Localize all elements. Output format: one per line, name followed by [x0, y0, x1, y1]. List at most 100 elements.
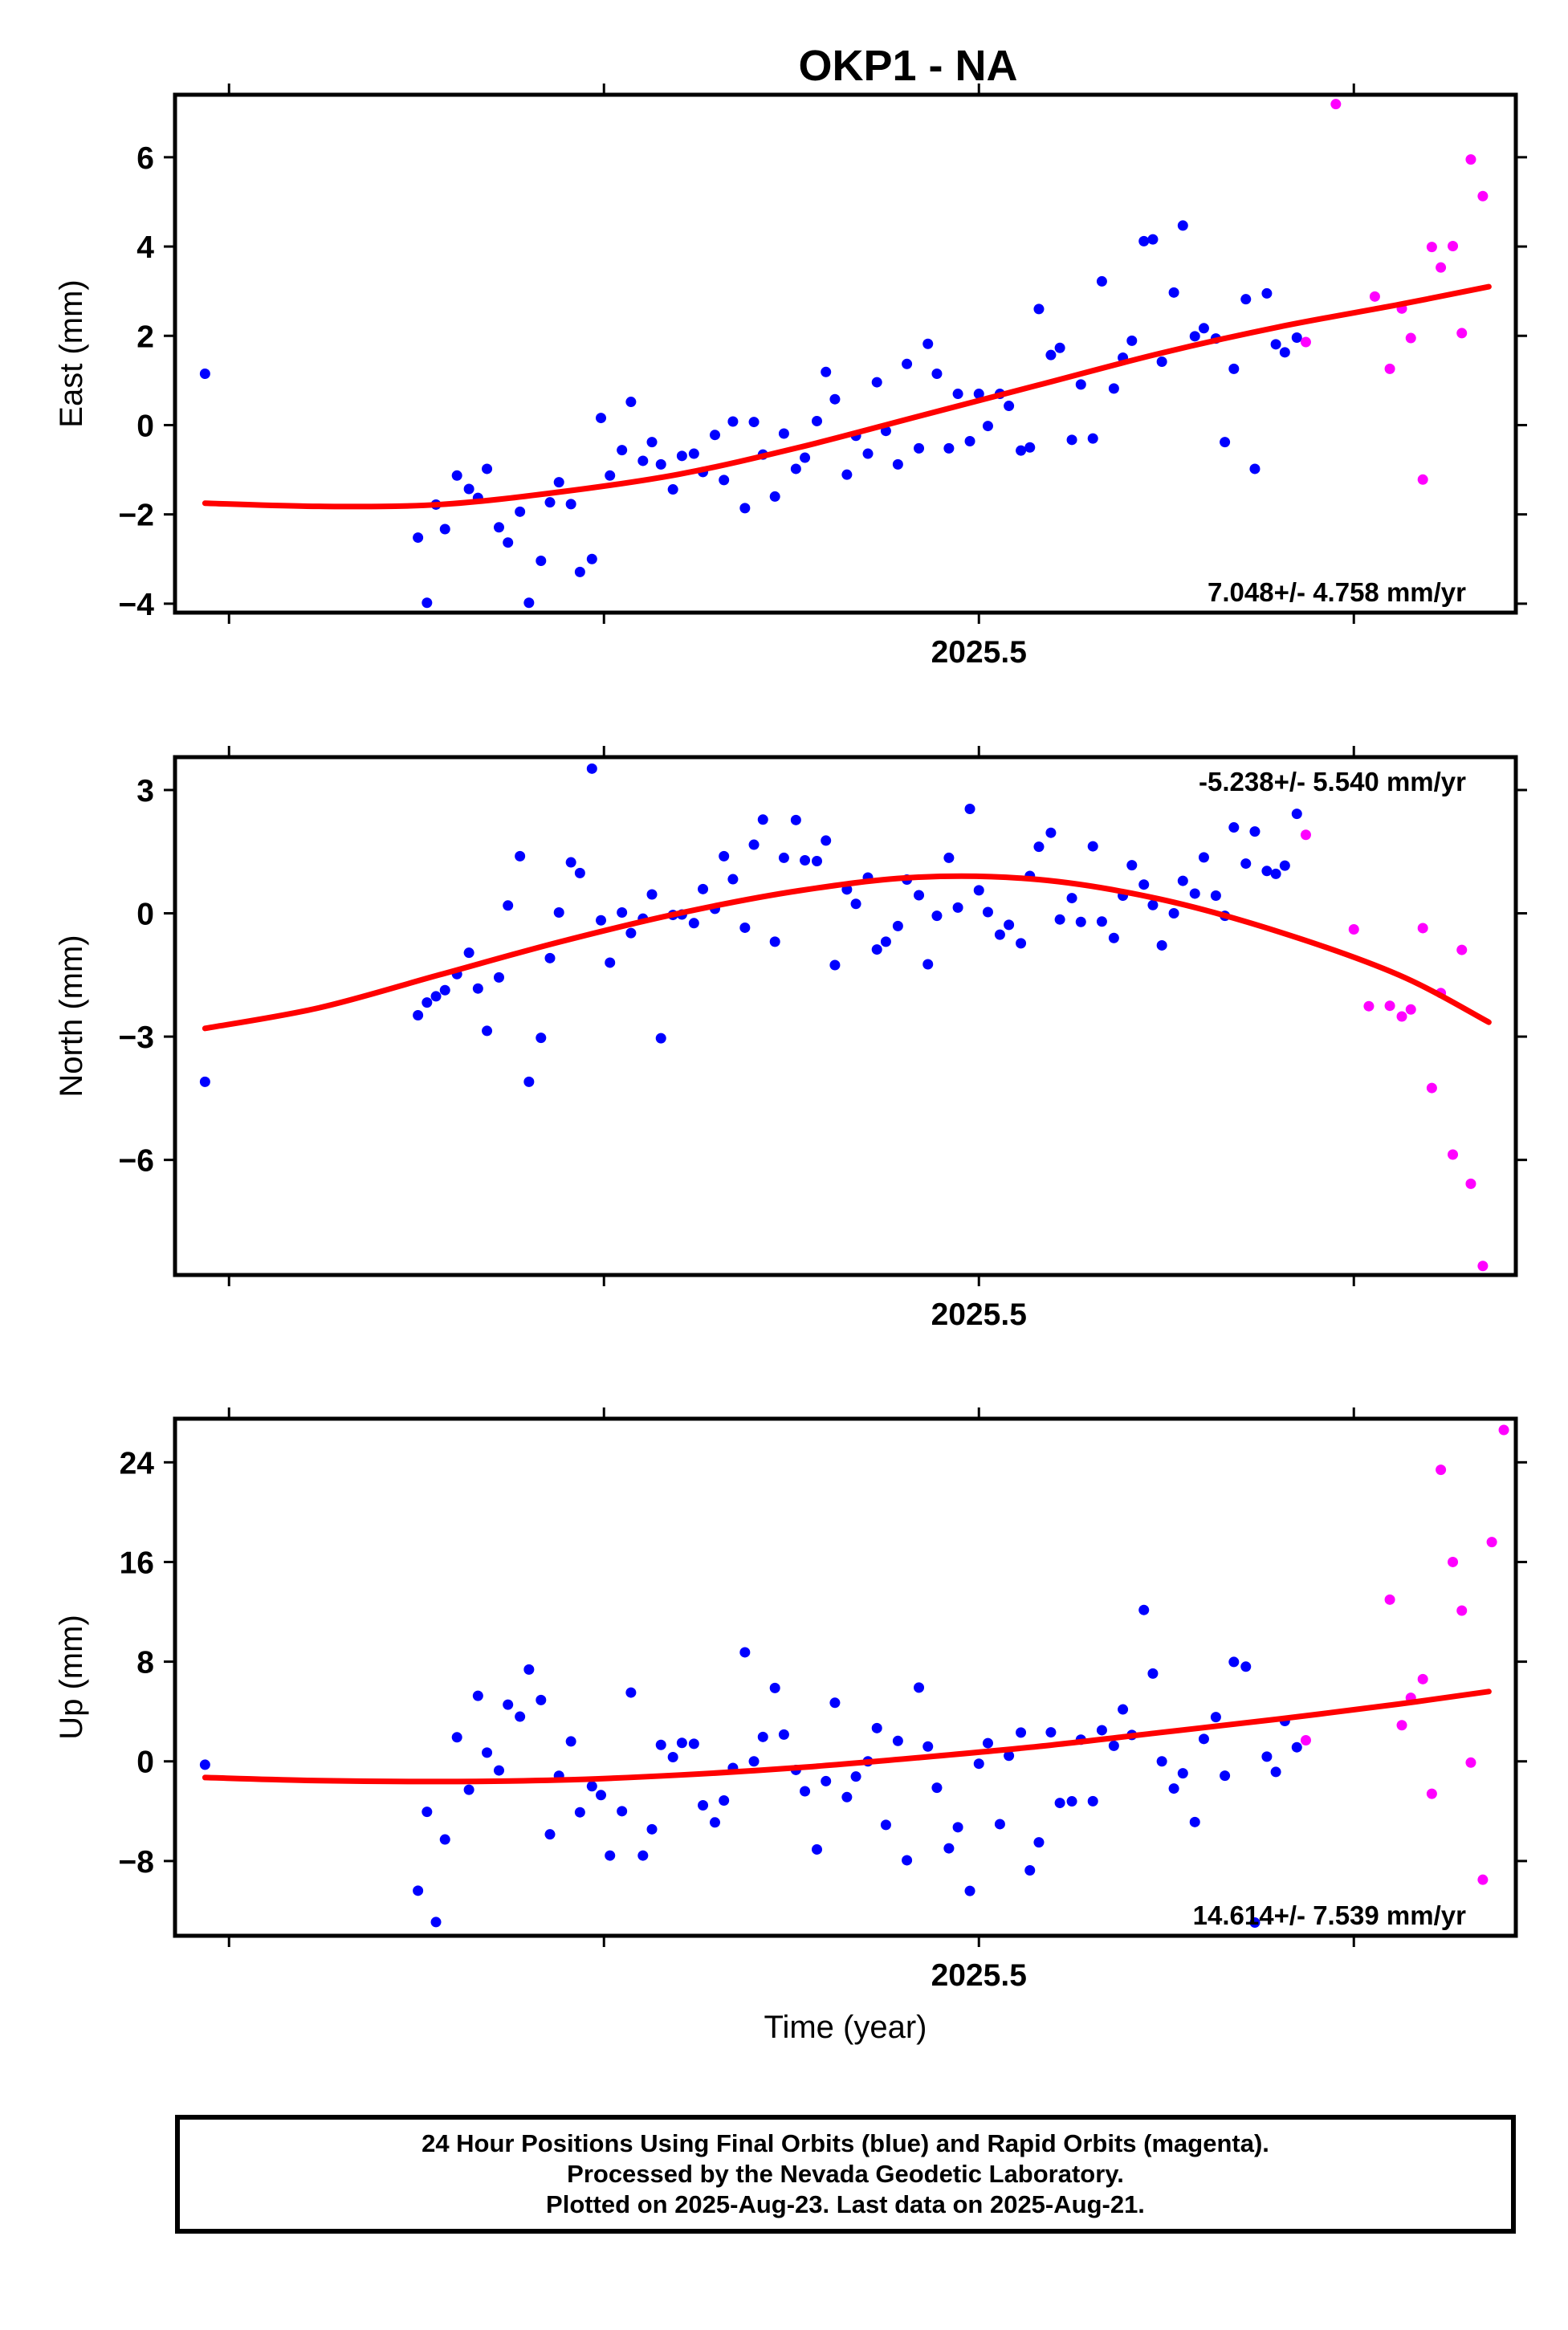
- final-point: [1279, 860, 1290, 871]
- final-point: [778, 428, 789, 439]
- final-point: [757, 814, 768, 825]
- final-point: [503, 900, 514, 911]
- final-point: [757, 1731, 768, 1742]
- final-point: [841, 469, 853, 480]
- final-point: [982, 1737, 993, 1749]
- final-point: [646, 1823, 658, 1835]
- final-point: [931, 910, 943, 922]
- rapid-point: [1363, 1000, 1375, 1012]
- x-tick-label: 2025.5: [931, 1958, 1027, 1993]
- final-point: [1108, 383, 1119, 394]
- final-point: [688, 918, 699, 929]
- final-point: [778, 1729, 789, 1740]
- final-point: [1168, 908, 1179, 919]
- final-point: [812, 1843, 823, 1855]
- final-point: [1291, 332, 1302, 343]
- final-point: [1108, 1740, 1119, 1751]
- final-point: [451, 470, 462, 481]
- rapid-point: [1456, 944, 1468, 955]
- final-point: [1279, 347, 1290, 358]
- final-point: [1270, 339, 1281, 350]
- rapid-point: [1396, 1720, 1407, 1731]
- final-point: [892, 1735, 903, 1746]
- rapid-point: [1384, 1594, 1395, 1605]
- rapid-point: [1448, 1149, 1459, 1160]
- final-point: [493, 972, 504, 983]
- final-point: [596, 413, 607, 424]
- final-point: [829, 393, 841, 405]
- final-point: [952, 1822, 963, 1833]
- y-axis-label: Up (mm): [54, 1615, 89, 1740]
- final-point: [1075, 379, 1086, 390]
- final-point: [1198, 852, 1209, 863]
- final-point: [565, 857, 576, 868]
- final-point: [1220, 437, 1231, 448]
- final-point: [1004, 401, 1015, 412]
- final-point: [1156, 1756, 1167, 1767]
- final-point: [574, 867, 585, 878]
- final-point: [698, 1800, 709, 1811]
- final-point: [902, 1855, 913, 1866]
- final-point: [1016, 445, 1027, 456]
- x-tick-label: 2025.5: [931, 1297, 1027, 1332]
- final-point: [1228, 363, 1240, 374]
- final-point: [1261, 287, 1273, 299]
- rate-label: 14.614+/- 7.539 mm/yr: [1193, 1900, 1466, 1930]
- final-point: [698, 883, 709, 894]
- final-point: [769, 491, 780, 502]
- final-point: [982, 906, 993, 918]
- final-point: [536, 1694, 547, 1705]
- final-point: [1261, 1751, 1273, 1762]
- final-point: [719, 850, 730, 862]
- final-point: [709, 430, 720, 441]
- final-point: [637, 1850, 649, 1861]
- final-point: [482, 1747, 493, 1758]
- final-point: [841, 1791, 853, 1802]
- final-point: [430, 1917, 442, 1928]
- final-point: [655, 1739, 666, 1750]
- final-point: [503, 537, 514, 548]
- y-tick-label: 0: [136, 409, 154, 443]
- y-tick-label: −6: [119, 1144, 154, 1179]
- final-point: [1096, 1725, 1107, 1736]
- final-point: [439, 523, 450, 535]
- final-point: [1108, 932, 1119, 943]
- final-point: [1016, 938, 1027, 949]
- final-point: [439, 1834, 450, 1845]
- final-point: [914, 442, 925, 454]
- final-point: [523, 597, 535, 609]
- final-point: [727, 874, 739, 885]
- final-point: [605, 957, 616, 968]
- y-tick-label: 8: [136, 1646, 154, 1680]
- rapid-point: [1426, 1788, 1437, 1799]
- final-point: [646, 437, 658, 448]
- final-point: [850, 1771, 861, 1782]
- rapid-point: [1436, 262, 1447, 273]
- final-point: [617, 1806, 628, 1817]
- final-point: [1291, 809, 1302, 820]
- final-point: [199, 369, 210, 380]
- panel-up: −8 0 8 16 24 2025.5 Up (mm) 14.614+/- 7.539 mm/…: [54, 1407, 1527, 1993]
- final-point: [973, 1758, 984, 1770]
- final-point: [472, 1690, 483, 1701]
- final-point: [586, 1781, 597, 1792]
- final-point: [1270, 1766, 1281, 1778]
- final-point: [902, 358, 913, 369]
- final-point: [739, 1647, 751, 1658]
- y-tick-label: −3: [119, 1020, 154, 1055]
- caption-line-3: Plotted on 2025-Aug-23. Last data on 202…: [546, 2190, 1145, 2218]
- rapid-point: [1369, 291, 1380, 302]
- final-point: [688, 1738, 699, 1750]
- rapid-point: [1348, 923, 1359, 935]
- final-point: [1189, 331, 1200, 342]
- final-point: [439, 984, 450, 996]
- fit-curve: [202, 1688, 1492, 1785]
- final-point: [1240, 1661, 1252, 1672]
- final-point: [1087, 1795, 1098, 1807]
- final-point: [553, 907, 564, 918]
- final-point: [821, 1775, 832, 1786]
- final-point: [778, 852, 789, 863]
- final-point: [1004, 1750, 1015, 1762]
- final-point: [1168, 1783, 1179, 1794]
- final-point: [1189, 888, 1200, 899]
